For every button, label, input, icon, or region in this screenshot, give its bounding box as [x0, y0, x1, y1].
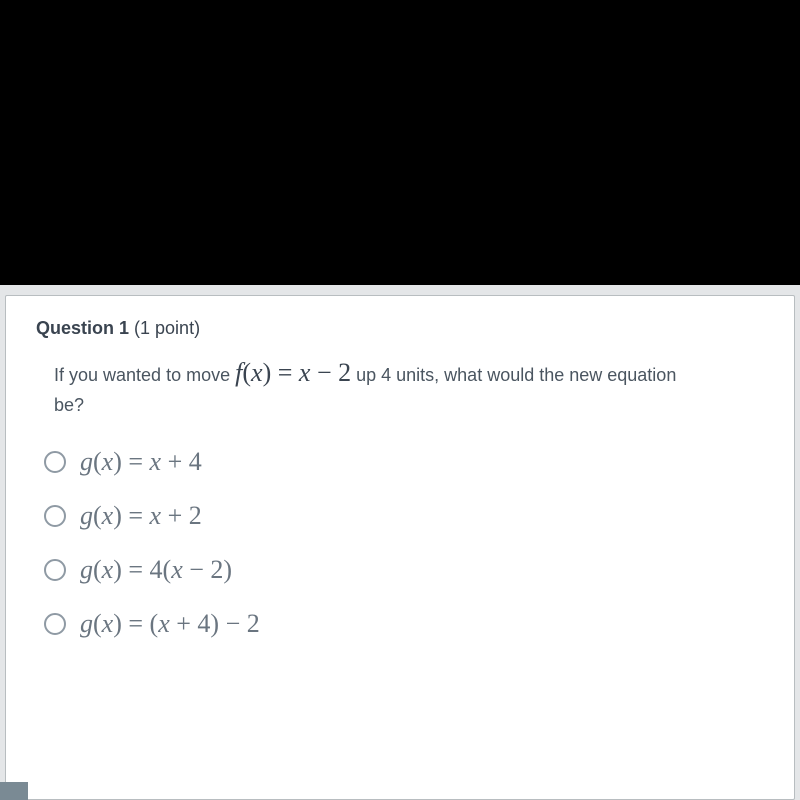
question-number: Question 1 [36, 318, 129, 338]
option-b[interactable]: g(x) = x + 2 [44, 501, 772, 531]
photo-black-region [0, 0, 800, 285]
radio-icon[interactable] [44, 451, 66, 473]
radio-icon[interactable] [44, 559, 66, 581]
prompt-text-line2: be? [54, 395, 84, 415]
radio-icon[interactable] [44, 613, 66, 635]
question-header: Question 1 (1 point) [36, 318, 772, 339]
quiz-content-area: Question 1 (1 point) If you wanted to mo… [0, 285, 800, 800]
question-prompt: If you wanted to move f(x) = x − 2 up 4 … [36, 353, 772, 419]
option-c[interactable]: g(x) = 4(x − 2) [44, 555, 772, 585]
option-d[interactable]: g(x) = (x + 4) − 2 [44, 609, 772, 639]
question-panel: Question 1 (1 point) If you wanted to mo… [5, 295, 795, 800]
option-a[interactable]: g(x) = x + 4 [44, 447, 772, 477]
prompt-math: f(x) = x − 2 [235, 358, 351, 387]
option-a-expr: g(x) = x + 4 [80, 447, 202, 477]
option-c-expr: g(x) = 4(x − 2) [80, 555, 232, 585]
prompt-text-before: If you wanted to move [54, 365, 235, 385]
prompt-text-after: up 4 units, what would the new equation [351, 365, 676, 385]
corner-badge [0, 782, 28, 800]
radio-icon[interactable] [44, 505, 66, 527]
option-d-expr: g(x) = (x + 4) − 2 [80, 609, 260, 639]
options-list: g(x) = x + 4 g(x) = x + 2 g(x) = 4(x − 2… [36, 447, 772, 639]
question-points: (1 point) [134, 318, 200, 338]
option-b-expr: g(x) = x + 2 [80, 501, 202, 531]
